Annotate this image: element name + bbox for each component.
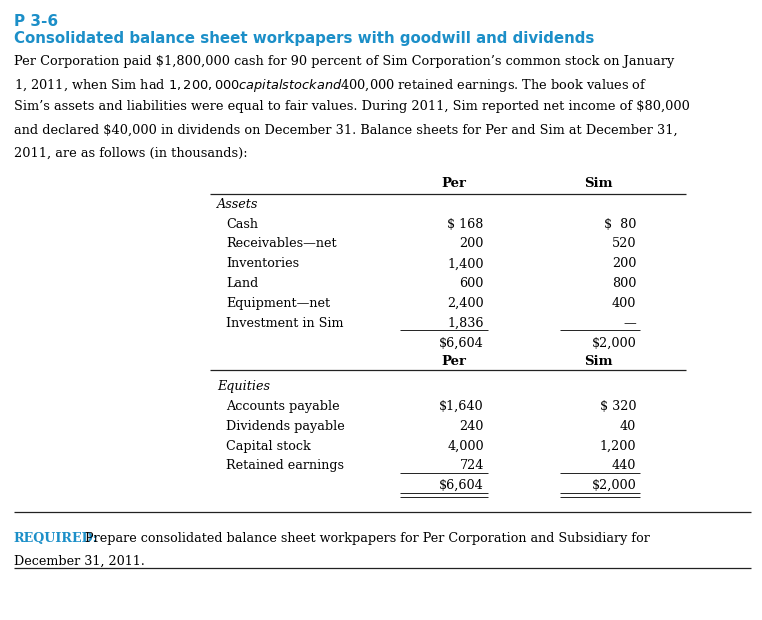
Text: Accounts payable: Accounts payable	[226, 400, 340, 413]
Text: Per Corporation paid $1,800,000 cash for 90 percent of Sim Corporation’s common : Per Corporation paid $1,800,000 cash for…	[14, 55, 674, 68]
Text: 520: 520	[612, 237, 636, 250]
Text: Per: Per	[441, 177, 466, 190]
Text: Investment in Sim: Investment in Sim	[226, 317, 344, 330]
Text: December 31, 2011.: December 31, 2011.	[14, 554, 145, 567]
Text: Sim: Sim	[584, 177, 613, 190]
Text: Cash: Cash	[226, 218, 258, 231]
Text: 800: 800	[612, 277, 636, 290]
Text: $2,000: $2,000	[591, 479, 636, 492]
Text: Assets: Assets	[217, 198, 258, 211]
Text: REQUIRED:: REQUIRED:	[14, 532, 98, 545]
Text: Receivables—net: Receivables—net	[226, 237, 337, 250]
Text: Dividends payable: Dividends payable	[226, 420, 345, 433]
Text: 2,400: 2,400	[447, 297, 484, 310]
Text: $1,640: $1,640	[439, 400, 484, 413]
Text: $ 320: $ 320	[600, 400, 636, 413]
Text: Land: Land	[226, 277, 258, 290]
Text: $  80: $ 80	[604, 218, 636, 231]
Text: Sim: Sim	[584, 355, 613, 368]
Text: $2,000: $2,000	[591, 337, 636, 350]
Text: Capital stock: Capital stock	[226, 440, 311, 453]
Text: Equipment—net: Equipment—net	[226, 297, 331, 310]
Text: $6,604: $6,604	[439, 479, 484, 492]
Text: Per: Per	[441, 355, 466, 368]
Text: 240: 240	[459, 420, 484, 433]
Text: 40: 40	[620, 420, 636, 433]
Text: Equities: Equities	[217, 380, 271, 393]
Text: 200: 200	[459, 237, 484, 250]
Text: —: —	[623, 317, 636, 330]
Text: Inventories: Inventories	[226, 257, 299, 270]
Text: 200: 200	[612, 257, 636, 270]
Text: Prepare consolidated balance sheet workpapers for Per Corporation and Subsidiary: Prepare consolidated balance sheet workp…	[81, 532, 650, 545]
Text: 2011, are as follows (in thousands):: 2011, are as follows (in thousands):	[14, 146, 248, 159]
Text: 1,400: 1,400	[447, 257, 484, 270]
Text: Consolidated balance sheet workpapers with goodwill and dividends: Consolidated balance sheet workpapers wi…	[14, 31, 594, 46]
Text: P 3-6: P 3-6	[14, 14, 58, 29]
Text: $6,604: $6,604	[439, 337, 484, 350]
Text: Sim’s assets and liabilities were equal to fair values. During 2011, Sim reporte: Sim’s assets and liabilities were equal …	[14, 100, 690, 113]
Text: 1,836: 1,836	[447, 317, 484, 330]
Text: 600: 600	[459, 277, 484, 290]
Text: Retained earnings: Retained earnings	[226, 459, 344, 472]
Text: 724: 724	[459, 459, 484, 472]
Text: and declared $40,000 in dividends on December 31. Balance sheets for Per and Sim: and declared $40,000 in dividends on Dec…	[14, 123, 677, 136]
Text: 400: 400	[612, 297, 636, 310]
Text: $ 168: $ 168	[447, 218, 484, 231]
Text: 4,000: 4,000	[447, 440, 484, 453]
Text: 1, 2011, when Sim had $1,200,000 capital stock and $400,000 retained earnings. T: 1, 2011, when Sim had $1,200,000 capital…	[14, 78, 647, 94]
Text: 1,200: 1,200	[600, 440, 636, 453]
Text: 440: 440	[612, 459, 636, 472]
